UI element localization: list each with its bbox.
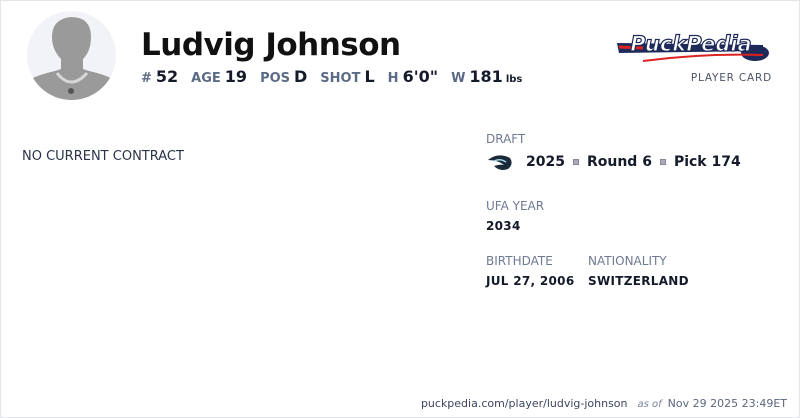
draft-round: Round 6 — [586, 154, 652, 170]
footer: puckpedia.com/player/ludvig-johnson as of… — [421, 397, 787, 410]
nationality-value: SWITZERLAND — [588, 274, 689, 288]
birthdate-label: BIRTHDATE — [486, 254, 553, 268]
seattle-kraken-logo-icon — [488, 155, 512, 170]
draft-pick: Pick 174 — [673, 154, 741, 170]
ufa-year-value: 2034 — [486, 219, 521, 233]
birthdate-value: JUL 27, 2006 — [486, 274, 575, 288]
weight-unit: lbs — [505, 74, 523, 85]
draft-year: 2025 — [526, 154, 565, 170]
weight-label: W — [451, 71, 466, 86]
player-avatar — [27, 11, 116, 100]
ufa-year-label: UFA YEAR — [486, 199, 545, 213]
pos-label: POS — [260, 71, 291, 86]
draft-label: DRAFT — [486, 132, 526, 146]
nationality-label: NATIONALITY — [588, 254, 667, 268]
player-stats: #52 AGE 19 POS D SHOT L H 6'0" W 181 lbs — [141, 67, 522, 86]
shot-value: L — [364, 67, 375, 86]
number-value: 52 — [155, 67, 179, 86]
player-url-link[interactable]: puckpedia.com/player/ludvig-johnson — [420, 397, 628, 410]
as-of-label: as of — [637, 399, 662, 410]
number-label: # — [141, 71, 152, 86]
logo-text: PuckPedia — [630, 32, 751, 56]
height-label: H — [387, 71, 399, 86]
separator-icon — [572, 159, 579, 165]
shot-label: SHOT — [320, 71, 361, 86]
timestamp: Nov 29 2025 23:49ET — [667, 397, 787, 410]
height-value: 6'0" — [402, 67, 439, 86]
contract-status: NO CURRENT CONTRACT — [22, 149, 184, 164]
player-name: Ludvig Johnson — [141, 27, 401, 63]
puckpedia-logo: PuckPedia — [617, 31, 769, 62]
pos-value: D — [294, 67, 308, 86]
player-card-label: PLAYER CARD — [690, 72, 772, 84]
age-value: 19 — [224, 67, 248, 86]
draft-info: 2025 Round 6 Pick 174 — [486, 152, 741, 172]
person-silhouette-icon — [27, 17, 116, 100]
separator-icon — [659, 159, 666, 165]
age-label: AGE — [191, 71, 221, 86]
weight-value: 181 — [469, 67, 503, 86]
